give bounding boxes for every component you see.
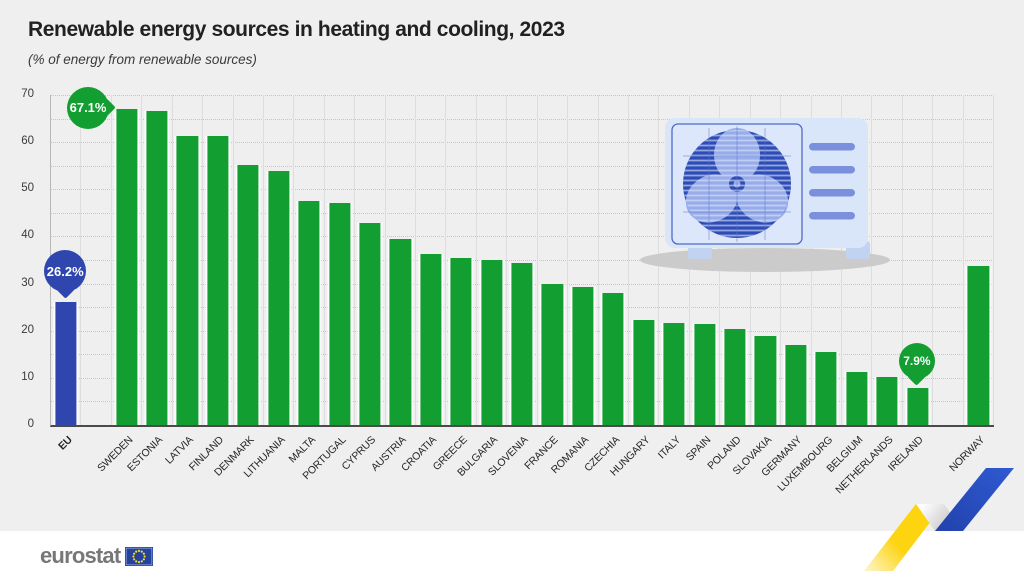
y-tick-label: 20 (21, 323, 34, 336)
gridline (51, 142, 994, 144)
column-romania: ROMANIA (549, 95, 599, 476)
column-finland: FINLAND (187, 95, 234, 473)
y-tick-label: 50 (21, 182, 34, 195)
y-axis: 0 10 20 30 40 50 60 70 (0, 88, 42, 430)
column-slovenia: SLOVENIA (486, 95, 538, 478)
bar-denmark (237, 165, 259, 425)
bar-france (541, 284, 564, 425)
bar-austria (389, 239, 411, 425)
bar-portugal (328, 202, 351, 425)
gridline (51, 95, 994, 96)
x-axis-label: ITALY (655, 434, 683, 462)
eurostat-wordmark: eurostat (40, 543, 121, 568)
bar-sweden (115, 108, 138, 425)
column-bulgaria: BULGARIA (455, 95, 508, 479)
column-austria: AUSTRIA (369, 95, 417, 474)
bar-greece (450, 257, 472, 425)
ribbon-decoration (850, 445, 1024, 576)
bar-poland (724, 328, 746, 425)
y-tick-label: 30 (21, 276, 34, 289)
x-axis-label: EU (55, 434, 75, 453)
bar-ireland (906, 387, 929, 425)
chart-title: Renewable energy sources in heating and … (28, 18, 565, 41)
y-tick-label: 0 (27, 418, 34, 430)
spacer-column (81, 95, 112, 425)
eu-flag-icon (125, 546, 154, 566)
column-norway: NORWAY (947, 95, 995, 474)
eurostat-logo: eurostat (40, 543, 154, 569)
column-croatia: CROATIA (399, 95, 447, 474)
gridline (51, 236, 994, 238)
bar-slovenia (511, 263, 533, 425)
bar-bulgaria (481, 260, 503, 425)
column-malta: MALTA (286, 95, 325, 465)
column-portugal: PORTUGAL (300, 95, 356, 482)
column-ireland: IRELAND (886, 95, 934, 474)
y-tick-label: 70 (21, 88, 34, 100)
bar-slovakia (754, 336, 776, 425)
vent-slats-icon (809, 143, 855, 220)
bar-columns: EU SWEDEN ESTONIA LATVIA FINLAND DENMARK LITHU… (51, 95, 995, 496)
fan-icon (683, 126, 791, 242)
bar-estonia (146, 110, 168, 425)
bar-czechia (602, 293, 624, 425)
bar-finland (207, 136, 229, 425)
bar-netherlands (876, 377, 898, 425)
bar-romania (572, 287, 594, 425)
gridline (51, 165, 994, 167)
air-conditioner-illustration (640, 103, 920, 288)
column-denmark: DENMARK (212, 95, 264, 479)
column-czechia: CZECHIA (582, 95, 630, 474)
bar-malta (298, 201, 320, 425)
bar-croatia (420, 254, 442, 425)
bar-italy (663, 322, 685, 425)
column-netherlands: NETHERLANDS (833, 95, 903, 496)
y-tick-label: 10 (21, 370, 34, 383)
chart-subtitle: (% of energy from renewable sources) (28, 52, 257, 67)
bar-hungary (633, 319, 655, 425)
callout-value: 67.1% (69, 100, 107, 116)
gridline (51, 212, 994, 214)
bar-lithuania (268, 171, 290, 425)
bar-eu (55, 301, 77, 425)
bar-belgium (846, 372, 868, 425)
bar-luxembourg (815, 352, 837, 425)
gridline (51, 189, 994, 191)
spacer-column (933, 95, 964, 425)
bar-germany (785, 344, 807, 425)
bar-latvia (176, 135, 198, 425)
bar-norway (967, 266, 989, 425)
column-lithuania: LITHUANIA (241, 95, 295, 480)
plot-area: EU SWEDEN ESTONIA LATVIA FINLAND DENMARK LITHU… (50, 95, 995, 496)
column-estonia: ESTONIA (126, 95, 173, 474)
bar-spain (693, 324, 716, 425)
callout-ireland: 7.9% (898, 342, 935, 386)
column-france: FRANCE (523, 95, 569, 472)
column-greece: GREECE (431, 95, 477, 473)
callout-sweden: 67.1% (67, 86, 116, 129)
y-tick-label: 40 (21, 229, 34, 242)
callout-value: 26.2% (46, 263, 84, 279)
gridline (51, 260, 994, 261)
callout-eu: 26.2% (44, 250, 87, 300)
gridline (51, 118, 994, 120)
footer-band (0, 531, 1024, 576)
callout-value: 7.9% (903, 353, 931, 368)
column-latvia: LATVIA (163, 95, 204, 467)
bar-cyprus (359, 222, 381, 425)
y-tick-label: 60 (21, 135, 34, 148)
column-sweden: SWEDEN (95, 95, 143, 474)
column-cyprus: CYPRUS (340, 95, 386, 473)
